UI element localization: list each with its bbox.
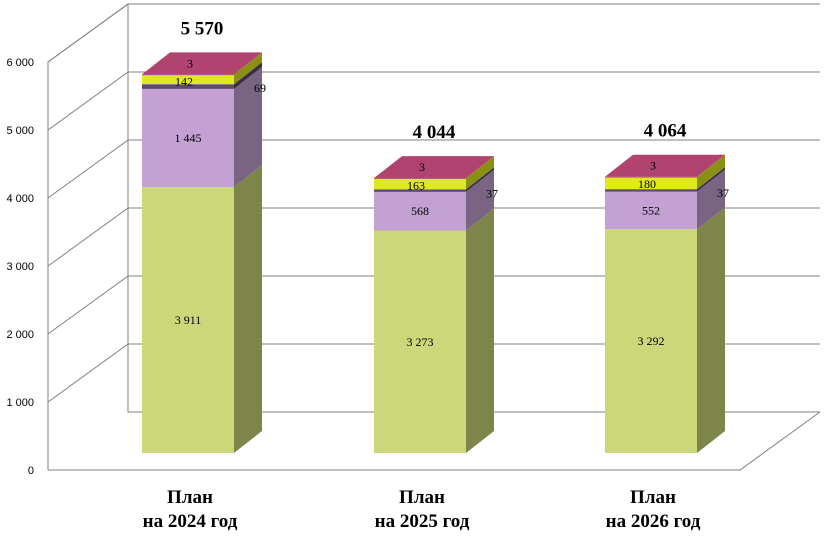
bar-group-1 — [142, 52, 262, 453]
bar-side-series-1 — [234, 165, 262, 453]
data-label-series-1: 3 273 — [407, 335, 434, 349]
data-label-series-4: 163 — [407, 178, 425, 192]
data-label-series-2: 1 445 — [175, 131, 202, 145]
bar-side-series-3 — [234, 62, 262, 89]
x-tick-label-line1: План — [399, 487, 445, 508]
bar-series-4 — [605, 176, 697, 190]
y-tick-label: 0 — [28, 465, 34, 477]
data-label-series-3: 37 — [717, 186, 729, 200]
gridline-diag-4000 — [47, 139, 129, 199]
bar-series-2 — [605, 191, 697, 230]
gridline-diag-5000 — [47, 71, 129, 131]
y-tick-label: 3 000 — [6, 261, 34, 273]
y-tick-label: 2 000 — [6, 329, 34, 341]
x-tick-label-line2: на 2025 год — [375, 511, 470, 532]
bar-series-2 — [142, 88, 234, 188]
bar-series-5 — [605, 176, 697, 178]
y-tick-label: 4 000 — [6, 193, 34, 205]
x-axis-categories: План на 2024 год План на 2025 год План на 202… — [143, 487, 701, 532]
data-label-series-2: 568 — [411, 204, 429, 218]
y-tick-label: 5 000 — [6, 125, 34, 137]
total-label: 5 570 — [181, 18, 224, 39]
y-tick-label: 1 000 — [6, 397, 34, 409]
bar-side-series-5 — [234, 52, 262, 75]
bar-side-series-5 — [466, 156, 494, 179]
bar-series-2 — [374, 191, 466, 231]
bar-side-series-1 — [697, 207, 725, 453]
y-tick-label: 6 000 — [6, 57, 34, 69]
bar-side-series-3 — [697, 167, 725, 192]
y-axis: 0 1 000 2 000 3 000 4 000 5 000 6 000 — [6, 57, 34, 477]
bar-series-1 — [605, 229, 697, 453]
data-label-series-1: 3 292 — [638, 334, 665, 348]
total-label: 4 044 — [413, 122, 456, 143]
bars — [142, 52, 725, 453]
bar-series-4 — [142, 74, 234, 85]
data-label-series-2: 552 — [642, 203, 660, 217]
x-tick-label-line1: План — [167, 487, 213, 508]
data-label-series-5: 3 — [187, 56, 193, 70]
gridline-diag-3000 — [47, 207, 129, 267]
x-tick-label-line2: на 2024 год — [143, 511, 238, 532]
gridline-diag-1000 — [47, 343, 129, 403]
bar-group-2 — [374, 156, 494, 453]
bar-side-series-4 — [697, 154, 725, 190]
bar-top-face — [142, 52, 262, 75]
bar-side-series-2 — [234, 66, 262, 188]
x-tick-label-line1: План — [630, 487, 676, 508]
bar-series-3 — [374, 189, 466, 192]
data-label-series-1: 3 911 — [175, 313, 202, 327]
bar-top-face — [605, 154, 725, 177]
total-label: 4 064 — [644, 121, 687, 142]
bar-series-3 — [142, 84, 234, 89]
bar-side-series-3 — [466, 167, 494, 192]
bar-side-series-4 — [234, 52, 262, 85]
data-label-series-5: 3 — [419, 160, 425, 174]
bar-group-3 — [605, 154, 725, 453]
data-label-series-5: 3 — [650, 159, 656, 173]
data-label-series-3: 69 — [254, 81, 266, 95]
bar-side-series-2 — [466, 169, 494, 231]
data-label-series-4: 180 — [638, 177, 656, 191]
bar-series-4 — [374, 178, 466, 190]
gridline-diag-2000 — [47, 275, 129, 335]
labels: 3 911 1 445 69 142 3 5 570 3 273 568 37 163 3 4 044… — [175, 18, 730, 348]
data-label-series-3: 37 — [486, 186, 498, 200]
bar-side-series-4 — [466, 156, 494, 190]
bar-side-series-2 — [697, 169, 725, 230]
bar-top-face — [374, 156, 494, 179]
bar-series-1 — [142, 187, 234, 453]
bar-side-series-1 — [466, 208, 494, 453]
bar-side-series-5 — [697, 154, 725, 177]
x-tick-label-line2: на 2026 год — [606, 511, 701, 532]
bar-series-5 — [374, 178, 466, 179]
bar-series-5 — [142, 74, 234, 76]
data-label-series-4: 142 — [175, 75, 193, 89]
gridline-diag-6000 — [47, 3, 129, 63]
bar-series-1 — [374, 230, 466, 453]
bar-series-3 — [605, 189, 697, 192]
